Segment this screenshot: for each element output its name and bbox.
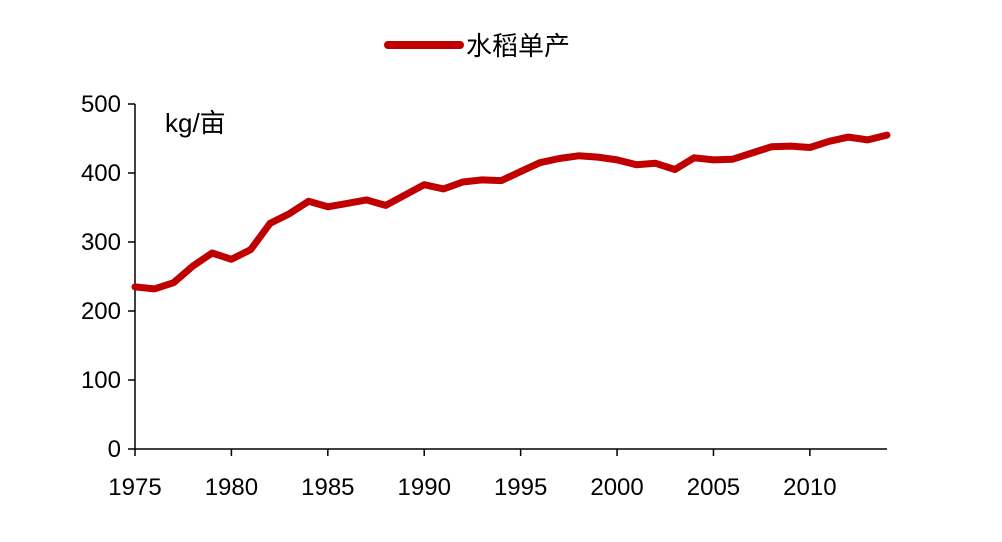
- y-tick-label: 400: [81, 160, 121, 187]
- x-tick-label: 1980: [205, 474, 258, 501]
- legend: 水稻单产: [384, 32, 570, 62]
- x-tick-label: 2000: [590, 474, 643, 501]
- x-tick-label: 1975: [108, 474, 161, 501]
- y-tick-label: 500: [81, 91, 121, 118]
- x-tick-label: 1990: [398, 474, 451, 501]
- y-tick-label: 0: [108, 436, 121, 463]
- legend-label: 水稻单产: [466, 32, 570, 62]
- x-tick-label: 1985: [301, 474, 354, 501]
- y-unit-label: kg/亩: [165, 108, 226, 138]
- x-tick-label: 2005: [687, 474, 740, 501]
- x-tick-label: 2010: [783, 474, 836, 501]
- y-tick-label: 300: [81, 229, 121, 256]
- plot-area: [131, 131, 891, 293]
- series-line-rice-yield: [131, 131, 891, 293]
- x-tick-label: 1995: [494, 474, 547, 501]
- y-tick-label: 100: [81, 367, 121, 394]
- y-tick-label: 200: [81, 298, 121, 325]
- axes: 0 100 200 300 400 500 1975 1980 1985 1990 1995 2000…: [81, 91, 887, 501]
